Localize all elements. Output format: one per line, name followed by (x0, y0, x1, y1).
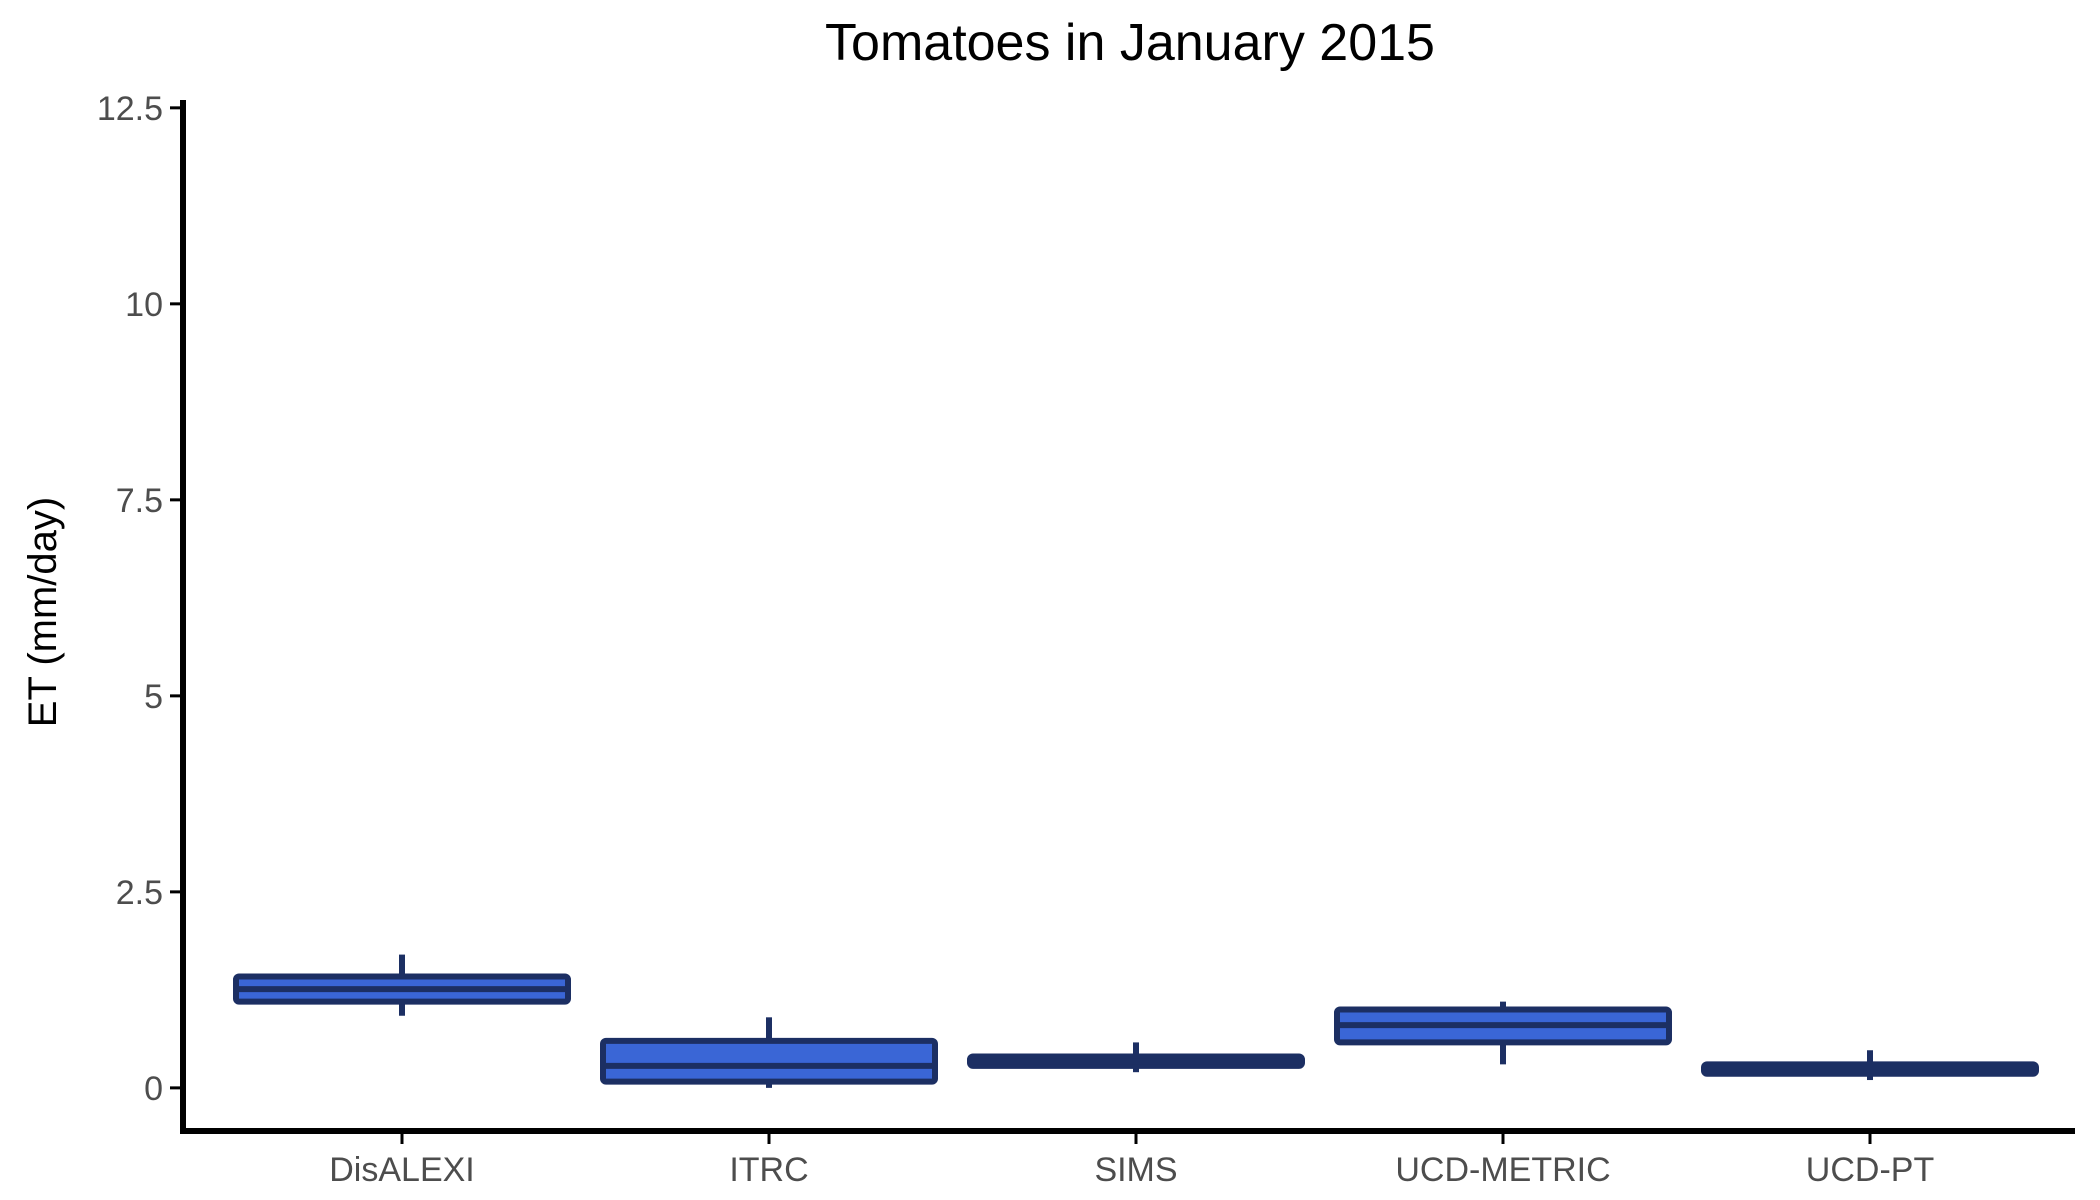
x-tick-label: ITRC (729, 1151, 808, 1189)
plot-area: 0 2.5 5 7.5 10 12.5 DisALEXI ITRC SIMS UCD-METRIC… (97, 90, 2075, 1189)
chart-title: Tomatoes in January 2015 (825, 14, 1435, 72)
x-tick-label: DisALEXI (329, 1151, 475, 1189)
y-tick-label: 2.5 (116, 874, 163, 912)
y-tick-label: 12.5 (97, 90, 163, 128)
x-tick-label: UCD-PT (1806, 1151, 1934, 1189)
y-axis-label: ET (mm/day) (21, 497, 65, 727)
box-itrc (600, 1037, 938, 1085)
y-tick-label: 0 (144, 1070, 163, 1108)
y-tick-label: 5 (144, 678, 163, 716)
x-tick-label: SIMS (1094, 1151, 1177, 1189)
x-tick-label: UCD-METRIC (1395, 1151, 1610, 1189)
y-tick-label: 7.5 (116, 482, 163, 520)
y-tick-label: 10 (125, 286, 163, 324)
